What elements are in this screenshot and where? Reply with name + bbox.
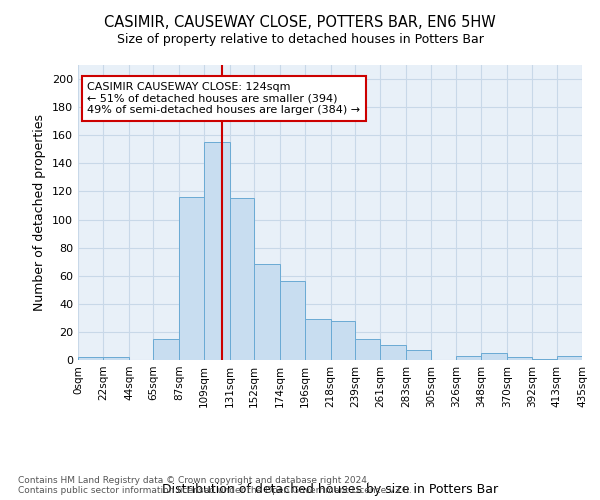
- Bar: [481, 353, 506, 360]
- Text: CASIMIR CAUSEWAY CLOSE: 124sqm
← 51% of detached houses are smaller (394)
49% of: CASIMIR CAUSEWAY CLOSE: 124sqm ← 51% of …: [87, 82, 361, 115]
- Bar: [204, 142, 230, 360]
- Bar: [78, 357, 103, 360]
- Bar: [380, 344, 406, 360]
- Bar: [456, 356, 481, 360]
- X-axis label: Distribution of detached houses by size in Potters Bar: Distribution of detached houses by size …: [162, 484, 498, 496]
- Bar: [154, 339, 179, 360]
- Bar: [103, 357, 129, 360]
- Bar: [230, 198, 254, 360]
- Bar: [355, 339, 380, 360]
- Bar: [406, 350, 431, 360]
- Bar: [532, 358, 557, 360]
- Bar: [305, 320, 331, 360]
- Bar: [557, 356, 582, 360]
- Bar: [331, 320, 355, 360]
- Bar: [280, 282, 305, 360]
- Text: Size of property relative to detached houses in Potters Bar: Size of property relative to detached ho…: [116, 32, 484, 46]
- Text: CASIMIR, CAUSEWAY CLOSE, POTTERS BAR, EN6 5HW: CASIMIR, CAUSEWAY CLOSE, POTTERS BAR, EN…: [104, 15, 496, 30]
- Y-axis label: Number of detached properties: Number of detached properties: [34, 114, 46, 311]
- Bar: [179, 197, 204, 360]
- Bar: [254, 264, 280, 360]
- Bar: [506, 357, 532, 360]
- Text: Contains HM Land Registry data © Crown copyright and database right 2024.
Contai: Contains HM Land Registry data © Crown c…: [18, 476, 412, 495]
